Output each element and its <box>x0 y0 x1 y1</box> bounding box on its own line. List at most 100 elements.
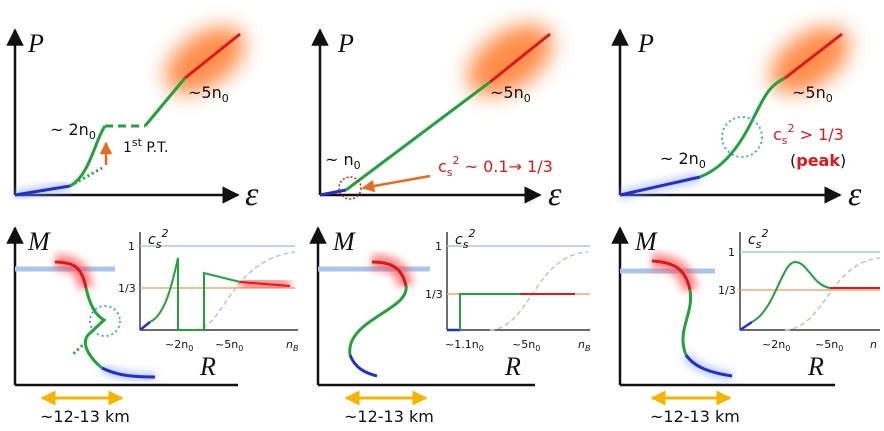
text-label: cs2 <box>455 227 475 251</box>
label: ε <box>548 176 562 213</box>
text-label: cs2 <box>148 227 168 251</box>
label: ~12-13 km <box>650 407 740 426</box>
curve <box>619 175 701 197</box>
label: 1/3 <box>718 284 736 297</box>
mr-panel-2: M R ~12-13 km cs2 1 1/3 ~1.1n0 ~5n0 nB <box>309 226 590 426</box>
label: P <box>637 29 654 58</box>
text-label: ~ n0 <box>325 150 361 172</box>
label: 0 <box>188 344 193 353</box>
eos-panel-3: P ε ~ 2n0 cs2 > 1/3 (peak) ~5n0 <box>611 26 862 213</box>
mr-panel-1: M R ~12-13 km cs2 1 1/3 ~2n0 ~5n0 nB <box>6 226 298 426</box>
highlight-circle <box>338 176 362 200</box>
label: 0 <box>826 92 833 105</box>
label: ~1.1n <box>445 338 479 351</box>
label: s <box>463 238 469 251</box>
curve <box>751 260 831 323</box>
curve <box>184 32 241 80</box>
text-label: cs2 ~ 0.1→ 1/3 <box>438 154 553 179</box>
label: P.T. <box>142 140 169 156</box>
curve <box>14 184 71 197</box>
curve <box>348 354 378 378</box>
text-label: ~5n0 <box>815 338 843 353</box>
curve <box>489 32 551 84</box>
label: 2 <box>453 154 460 167</box>
label: 1 <box>728 246 735 259</box>
label: 0 <box>535 344 540 353</box>
label: ~5n <box>792 83 826 102</box>
label: ~12-13 km <box>344 407 434 426</box>
curve <box>239 281 291 287</box>
label: 1/3 <box>425 288 443 301</box>
label: ~5n <box>188 83 222 102</box>
glow <box>467 24 553 96</box>
text-label: ~ 2n0 <box>660 149 706 171</box>
curve <box>69 166 103 188</box>
label: ( <box>790 151 796 170</box>
text-label: cs2 > 1/3 <box>773 122 844 147</box>
label: c <box>148 232 156 248</box>
text-label: 1st P.T. <box>123 136 168 156</box>
label: ~2n <box>165 338 188 351</box>
label: ε <box>245 176 259 213</box>
curve <box>139 321 151 331</box>
label: 0 <box>89 129 96 142</box>
label: R <box>807 352 824 381</box>
label: st <box>132 136 143 149</box>
text-label: ~5n0 <box>792 83 833 105</box>
label: P <box>337 29 354 58</box>
label: 2 <box>468 227 475 240</box>
curve <box>739 320 753 332</box>
label: > 1/3 <box>795 125 844 144</box>
label: s <box>782 134 788 147</box>
curve <box>83 287 107 370</box>
label: B <box>293 344 299 353</box>
text-label: nB <box>286 338 298 353</box>
text-label: nB <box>578 338 590 353</box>
label: ~12-13 km <box>40 407 130 426</box>
curve <box>784 32 843 80</box>
label: 2 <box>161 227 168 240</box>
text-label: (peak) <box>790 151 846 170</box>
curve <box>54 260 88 289</box>
label: 0 <box>354 159 361 172</box>
label: ~5n <box>512 338 535 351</box>
text-label: ~5n0 <box>490 83 531 105</box>
label: ~ n <box>325 150 354 169</box>
label: c <box>455 232 463 248</box>
label: s <box>756 238 762 251</box>
label: c <box>438 157 447 176</box>
curve <box>699 76 786 179</box>
curve <box>345 80 491 192</box>
label: R <box>199 352 216 381</box>
label: ~5n <box>490 83 524 102</box>
label: 2 <box>761 227 768 240</box>
label: 0 <box>699 158 706 171</box>
label: M <box>27 227 51 256</box>
label: 1/3 <box>118 282 136 295</box>
label: c <box>748 232 756 248</box>
curve <box>682 352 733 381</box>
label: 0 <box>785 344 790 353</box>
label: 0 <box>524 92 531 105</box>
label: ~5n <box>815 338 838 351</box>
label: 1 <box>435 240 442 253</box>
label: s <box>156 238 162 251</box>
label: ~ 0.1→ 1/3 <box>460 157 553 176</box>
text-label: cs2 <box>748 227 768 251</box>
curve <box>651 259 692 291</box>
curve <box>101 366 156 379</box>
text-label: ~ 2n0 <box>50 120 96 142</box>
curve <box>143 77 187 127</box>
label: peak <box>796 151 840 170</box>
label: ) <box>840 151 846 170</box>
label: B <box>585 344 591 353</box>
label: 1 <box>123 140 132 156</box>
highlight-circle <box>89 305 121 337</box>
eos-panel-1: P ε ~ 2n0 1st P.T. ~5n0 <box>6 26 259 213</box>
mr-panel-3: M R ~12-13 km cs2 1 1/3 ~2n0 ~5n0 n <box>611 226 881 426</box>
label: 0 <box>479 344 484 353</box>
label: s <box>447 166 453 179</box>
curve <box>371 260 408 287</box>
label: 0 <box>238 344 243 353</box>
